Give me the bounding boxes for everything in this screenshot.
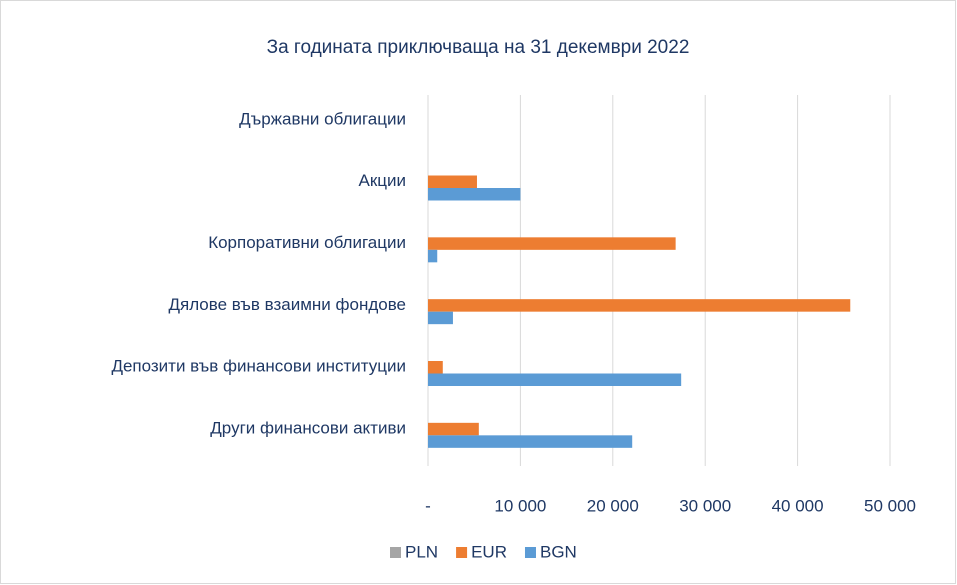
x-tick-label: 10 000 bbox=[494, 496, 546, 515]
bar bbox=[428, 249, 438, 263]
legend-label: BGN bbox=[540, 542, 577, 561]
x-tick-label: 40 000 bbox=[772, 496, 824, 515]
y-tick-label: Държавни облигации bbox=[239, 109, 406, 128]
bar bbox=[428, 175, 477, 188]
bar bbox=[428, 237, 676, 250]
chart-title: За годината приключваща на 31 декември 2… bbox=[267, 37, 690, 58]
bar bbox=[428, 361, 443, 374]
y-tick-label: Корпоративни облигации bbox=[208, 233, 406, 252]
bar bbox=[428, 422, 479, 436]
legend-swatch bbox=[390, 547, 401, 558]
bar bbox=[428, 311, 453, 325]
legend-swatch bbox=[524, 547, 536, 558]
y-tick-label: Дялове във взаимни фондове bbox=[168, 295, 406, 314]
x-tick-label: - bbox=[425, 496, 431, 515]
x-tick-label: 50 000 bbox=[864, 496, 916, 515]
x-tick-label: 30 000 bbox=[679, 496, 731, 515]
y-tick-label: Акции bbox=[358, 171, 406, 190]
bar bbox=[428, 188, 521, 201]
bar bbox=[428, 299, 851, 312]
bar bbox=[428, 435, 633, 448]
legend-label: EUR bbox=[471, 542, 507, 561]
y-tick-label: Депозити във финансови институции bbox=[111, 357, 406, 376]
y-tick-label: Други финансови активи bbox=[210, 419, 406, 438]
legend-swatch bbox=[456, 547, 468, 558]
bar bbox=[428, 373, 682, 386]
x-tick-label: 20 000 bbox=[587, 496, 639, 515]
legend-label: PLN bbox=[405, 542, 438, 561]
